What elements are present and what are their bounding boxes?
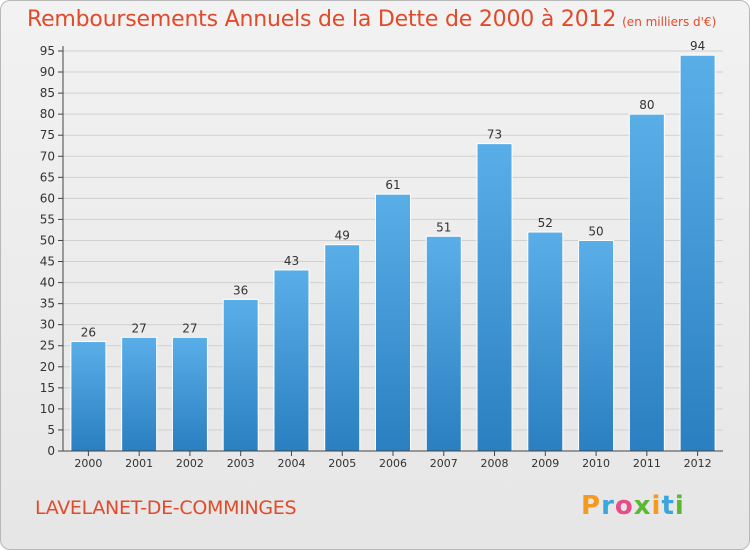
y-tick-label: 45 [40,255,55,269]
data-label: 27 [182,321,197,335]
y-tick-label: 65 [40,170,55,184]
logo-letter: o [614,491,634,521]
bar [70,341,107,452]
logo-letter: i [651,491,662,521]
x-tick-label: 2007 [430,457,458,470]
logo-letter: r [601,491,615,521]
bar [679,54,716,452]
y-tick-label: 75 [40,128,55,142]
bar [324,244,361,452]
data-label: 52 [538,216,553,230]
y-tick-label: 85 [40,86,55,100]
y-tick-label: 60 [40,191,55,205]
x-tick-label: 2002 [176,457,204,470]
bar [476,143,513,452]
data-label: 51 [436,220,451,234]
y-tick-label: 30 [40,318,55,332]
y-tick-label: 90 [40,65,55,79]
bar [171,336,208,452]
data-label: 26 [81,326,96,340]
data-label: 27 [132,321,147,335]
y-tick-label: 40 [40,276,55,290]
x-tick-label: 2011 [633,457,661,470]
x-tick-label: 2003 [227,457,255,470]
logo-letter: t [661,491,675,521]
logo-letter: x [633,491,652,521]
title-text: Remboursements Annuels de la Dette de 20… [27,7,617,32]
x-tick-label: 2009 [531,457,559,470]
x-tick-label: 2005 [328,457,356,470]
data-label: 73 [487,128,502,142]
proxiti-logo[interactable]: Proxiti [581,491,685,521]
bar [121,336,158,452]
data-label: 50 [588,224,603,238]
x-tick-label: 2004 [277,457,305,470]
logo-letter: P [581,491,602,521]
y-tick-label: 0 [47,444,55,458]
unit-note: (en milliers d'€) [622,15,717,29]
x-tick-label: 2001 [125,457,153,470]
data-label: 49 [335,229,350,243]
y-tick-label: 95 [40,44,55,58]
y-tick-label: 15 [40,381,55,395]
y-tick-label: 20 [40,360,55,374]
bar [375,193,411,452]
y-tick-label: 25 [40,339,55,353]
y-tick-label: 5 [47,423,55,437]
y-tick-label: 70 [40,149,55,163]
x-tick-label: 2012 [684,457,712,470]
bar [273,269,310,452]
bar [222,298,259,452]
data-label: 94 [690,39,705,53]
x-tick-label: 2010 [582,457,610,470]
bar [578,239,615,452]
logo-letter: i [674,491,685,521]
commune-name: LAVELANET-DE-COMMINGES [35,497,297,519]
axes: 0 5 10 15 20 25 30 35 40 45 50 55 60 65 70 75 80 85 90 95 20… [40,44,723,470]
data-label: 43 [284,254,299,268]
chart-title: Remboursements Annuels de la Dette de 20… [27,7,716,32]
bars: 26 27 27 36 43 49 61 51 73 52 50 80 94 [70,39,716,452]
data-label: 36 [233,283,248,297]
y-tick-label: 80 [40,107,55,121]
bar [527,231,564,452]
bar [425,235,462,452]
bar [628,113,665,452]
y-tick-label: 35 [40,297,55,311]
data-label: 80 [639,98,654,112]
y-tick-label: 10 [40,402,55,416]
y-tick-label: 50 [40,233,55,247]
x-tick-label: 2006 [379,457,407,470]
y-tick-label: 55 [40,212,55,226]
x-tick-label: 2008 [481,457,509,470]
data-label: 61 [385,178,400,192]
x-tick-label: 2000 [74,457,102,470]
